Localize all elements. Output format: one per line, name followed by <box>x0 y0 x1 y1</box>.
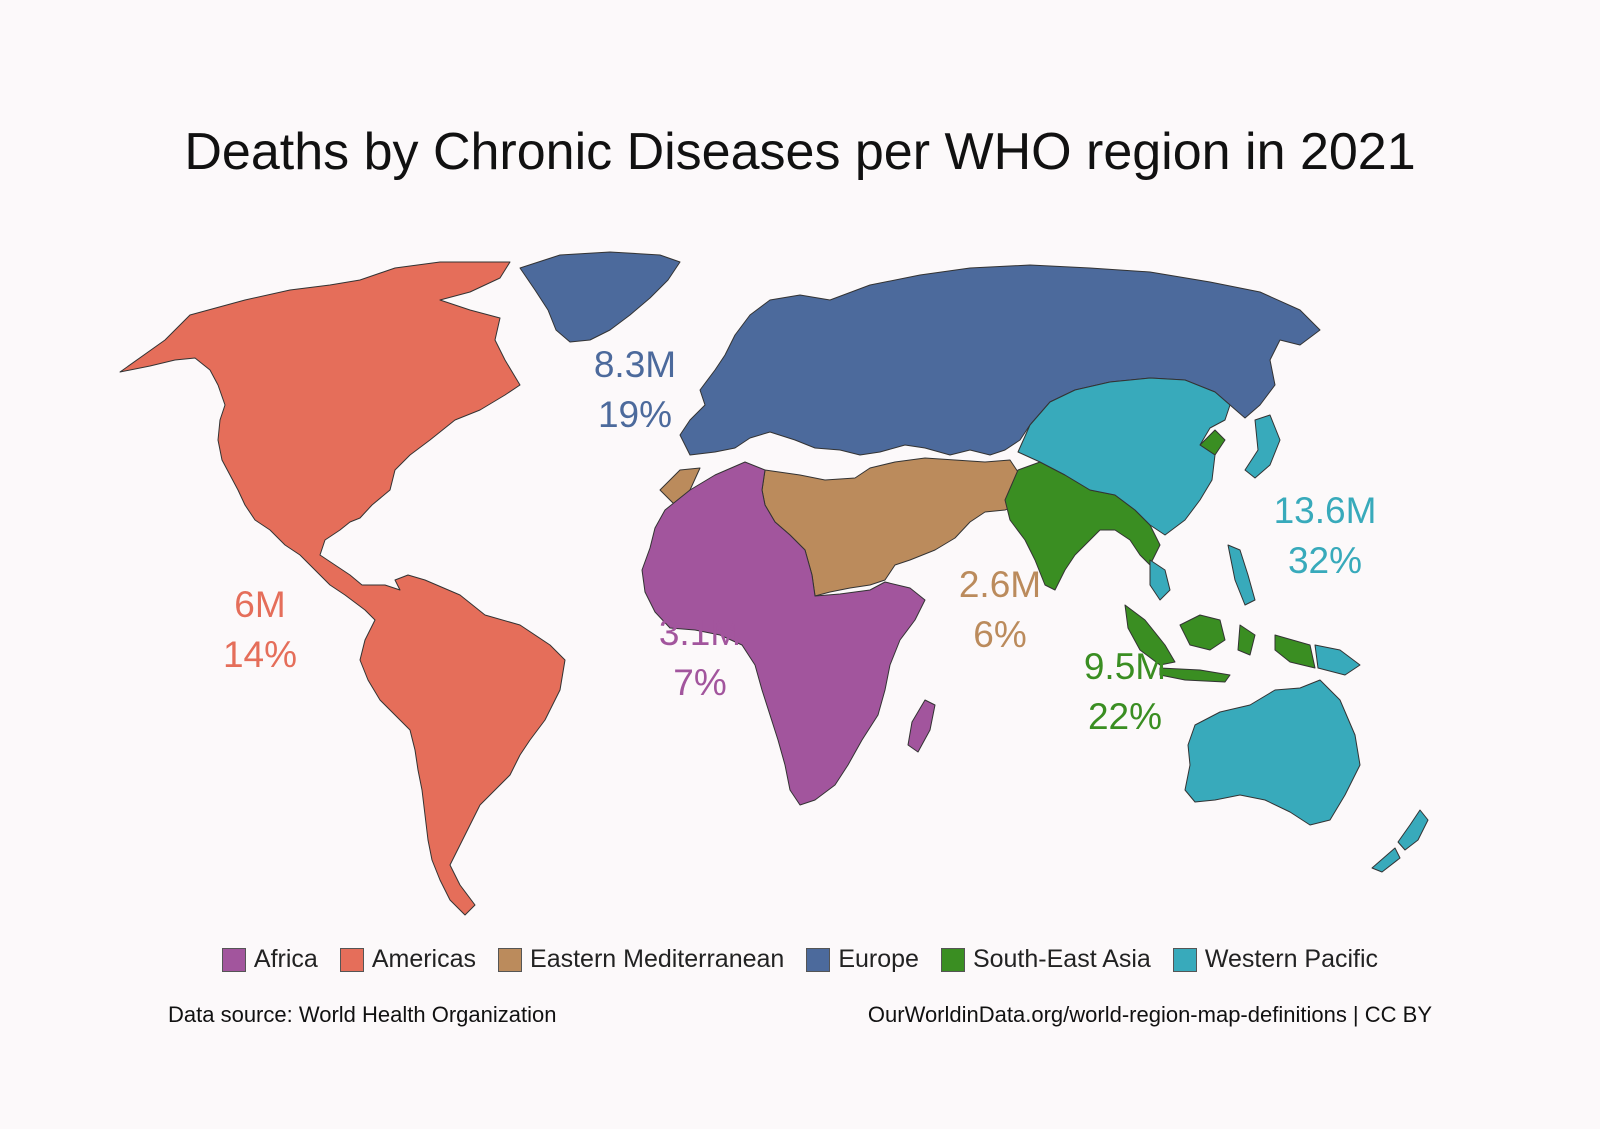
legend-label-africa: Africa <box>253 945 318 973</box>
map-region-indonesia <box>1124 429 1316 683</box>
legend-label-eastern-mediterranean: Eastern Mediterranean <box>530 945 785 973</box>
region-deaths-eastern-mediterranean: 2.6M <box>958 564 1042 605</box>
region-label-americas: 6M 14% <box>200 580 320 680</box>
map-region-greenland <box>519 251 681 343</box>
region-deaths-americas: 6M <box>234 584 286 625</box>
region-share-eastern-mediterranean: 6% <box>973 614 1027 655</box>
region-label-eastern-mediterranean: 2.6M 6% <box>930 560 1070 660</box>
map-region-africa <box>641 461 926 806</box>
legend-swatch-western-pacific <box>1172 947 1197 972</box>
region-deaths-europe: 8.3M <box>593 344 677 385</box>
legend-label-western-pacific: Western Pacific <box>1204 945 1379 973</box>
legend-swatch-eastern-mediterranean <box>498 947 523 972</box>
legend-swatch-americas <box>339 947 364 972</box>
legend: Africa Americas Eastern Mediterranean Eu… <box>0 945 1600 974</box>
map-region-americas <box>119 261 566 916</box>
map-region-japan <box>1244 414 1281 479</box>
region-label-europe: 8.3M 19% <box>565 340 705 440</box>
legend-label-south-east-asia: South-East Asia <box>972 945 1151 973</box>
legend-swatch-europe <box>806 947 831 972</box>
page-title: Deaths by Chronic Diseases per WHO regio… <box>184 123 1416 181</box>
region-label-africa: 3.1M 7% <box>630 608 770 708</box>
region-label-western-pacific: 13.6M 32% <box>1245 486 1405 586</box>
map-region-australia <box>1184 679 1361 826</box>
region-share-europe: 19% <box>597 394 673 435</box>
legend-item-eastern-mediterranean: Eastern Mediterranean <box>498 945 784 974</box>
credit-link[interactable]: OurWorldinData.org/world-region-map-defi… <box>867 1002 1432 1027</box>
legend-swatch-south-east-asia <box>940 947 965 972</box>
legend-label-americas: Americas <box>371 945 477 973</box>
region-deaths-western-pacific: 13.6M <box>1273 490 1377 531</box>
map-region-western-pacific <box>1017 377 1231 601</box>
legend-item-western-pacific: Western Pacific <box>1172 945 1379 974</box>
region-share-south-east-asia: 22% <box>1087 696 1163 737</box>
region-deaths-south-east-asia: 9.5M <box>1083 646 1167 687</box>
region-share-americas: 14% <box>222 634 298 675</box>
legend-item-americas: Americas <box>339 945 477 974</box>
region-share-western-pacific: 32% <box>1287 540 1363 581</box>
legend-swatch-africa <box>221 947 246 972</box>
legend-label-europe: Europe <box>838 945 919 973</box>
map-region-new-zealand <box>1371 809 1429 873</box>
data-source: Data source: World Health Organization <box>168 1002 557 1027</box>
map-region-png <box>1314 644 1361 676</box>
legend-item-europe: Europe <box>806 945 919 974</box>
region-deaths-africa: 3.1M <box>658 612 742 653</box>
map-region-philippines <box>1227 544 1256 606</box>
legend-item-africa: Africa <box>221 945 318 974</box>
legend-item-south-east-asia: South-East Asia <box>940 945 1151 974</box>
region-share-africa: 7% <box>673 662 727 703</box>
region-label-south-east-asia: 9.5M 22% <box>1055 642 1195 742</box>
map-region-europe <box>679 264 1321 456</box>
map-region-madagascar <box>907 699 936 753</box>
